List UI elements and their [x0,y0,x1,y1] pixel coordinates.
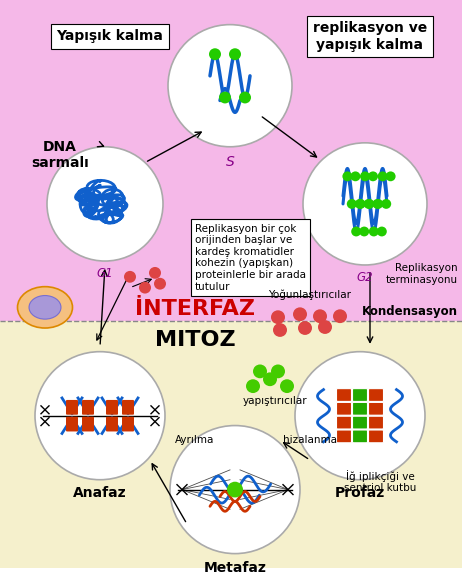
Text: İğ iplikçiği ve
sentriol kutbu: İğ iplikçiği ve sentriol kutbu [344,470,416,493]
FancyBboxPatch shape [106,407,118,415]
Circle shape [351,227,361,237]
Text: G2: G2 [357,271,373,284]
Circle shape [347,199,357,209]
Circle shape [381,199,391,209]
FancyBboxPatch shape [336,416,352,429]
Text: Kondensasyon: Kondensasyon [362,305,458,319]
Ellipse shape [29,295,61,319]
Text: S: S [225,155,234,168]
Circle shape [35,351,165,479]
FancyBboxPatch shape [336,430,352,443]
FancyBboxPatch shape [82,424,94,432]
Circle shape [303,143,427,265]
Circle shape [364,199,374,209]
FancyBboxPatch shape [369,402,383,415]
FancyBboxPatch shape [66,424,78,432]
Circle shape [293,308,307,321]
FancyBboxPatch shape [66,407,78,415]
FancyBboxPatch shape [353,389,367,402]
Circle shape [47,147,163,261]
FancyBboxPatch shape [369,430,383,443]
Circle shape [298,321,312,335]
Text: Replikasyon
terminasyonu: Replikasyon terminasyonu [386,263,458,284]
FancyBboxPatch shape [82,400,94,408]
Circle shape [168,25,292,147]
Circle shape [350,171,360,181]
Circle shape [263,372,277,386]
Circle shape [170,426,300,553]
FancyBboxPatch shape [336,389,352,402]
FancyBboxPatch shape [66,417,78,425]
Circle shape [271,365,285,379]
Text: G1: G1 [97,267,113,280]
Circle shape [219,92,231,103]
Circle shape [359,227,369,237]
Circle shape [154,278,166,290]
Circle shape [368,171,378,181]
Text: hizalanma: hizalanma [283,435,337,445]
FancyBboxPatch shape [122,424,134,432]
Circle shape [369,227,379,237]
FancyBboxPatch shape [353,416,367,429]
Text: Profaz: Profaz [335,486,385,500]
Circle shape [124,271,136,283]
Bar [0,0,462,321]
FancyBboxPatch shape [82,407,94,415]
Circle shape [372,199,383,209]
Text: Metafaz: Metafaz [204,561,267,575]
FancyBboxPatch shape [122,400,134,408]
Circle shape [365,199,374,209]
Text: Ayrılma: Ayrılma [175,435,215,445]
Circle shape [149,267,161,279]
Circle shape [356,199,365,209]
Circle shape [229,48,241,60]
Bar [0,321,462,568]
Circle shape [280,379,294,393]
Text: Replikasyon bir çok
orijinden başlar ve
kardeş kromatidler
kohezin (yapışkan)
pr: Replikasyon bir çok orijinden başlar ve … [195,224,306,291]
FancyBboxPatch shape [66,400,78,408]
Text: replikasyon ve
yapışık kalma: replikasyon ve yapışık kalma [313,21,427,51]
Circle shape [377,227,387,237]
Text: Yoğunlaştırıcılar: Yoğunlaştırıcılar [268,289,352,300]
Circle shape [377,171,388,181]
Circle shape [355,199,365,209]
Text: DNA
sarmalı: DNA sarmalı [31,140,89,170]
FancyBboxPatch shape [106,424,118,432]
FancyBboxPatch shape [353,402,367,415]
Circle shape [246,379,260,393]
Text: MITOZ: MITOZ [155,330,235,350]
Circle shape [227,482,243,497]
Circle shape [239,92,251,103]
Circle shape [271,310,285,324]
Circle shape [386,171,395,181]
Text: Anafaz: Anafaz [73,486,127,500]
FancyBboxPatch shape [106,400,118,408]
FancyBboxPatch shape [106,417,118,425]
FancyBboxPatch shape [369,416,383,429]
FancyBboxPatch shape [82,417,94,425]
Text: İNTERFAZ: İNTERFAZ [135,299,255,319]
Text: yapıştırıcılar: yapıştırıcılar [243,396,307,406]
FancyBboxPatch shape [369,389,383,402]
Circle shape [139,282,151,294]
FancyBboxPatch shape [353,430,367,443]
FancyBboxPatch shape [122,417,134,425]
Circle shape [333,309,347,323]
Circle shape [342,171,353,181]
Circle shape [273,323,287,337]
FancyBboxPatch shape [336,402,352,415]
FancyBboxPatch shape [122,407,134,415]
Ellipse shape [18,287,73,328]
Circle shape [373,199,383,209]
Circle shape [209,48,221,60]
Circle shape [253,365,267,379]
Circle shape [295,351,425,479]
Circle shape [318,320,332,334]
Circle shape [313,309,327,323]
Text: Yapışık kalma: Yapışık kalma [56,29,164,43]
Circle shape [360,171,370,181]
